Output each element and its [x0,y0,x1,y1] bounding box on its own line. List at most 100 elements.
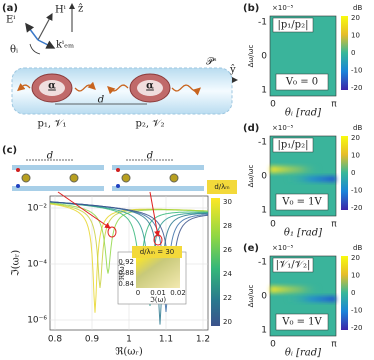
particle [169,173,179,183]
heat-streak [286,296,336,302]
x-tick-label: 0 [270,340,276,350]
wave [107,84,129,95]
colorbar [341,16,348,90]
field-label: Hⁱ [55,5,66,16]
inset-y-tick-label: 0.92 [118,258,134,266]
x-tick-label: π [331,220,337,230]
inset-x-tick-label: 0.01 [150,289,166,297]
panel-label: (e) [243,243,259,254]
polarizability-label: α [48,81,56,92]
x-tick-label: 1 [126,335,132,345]
colorbar-tick-label: 24 [223,270,232,278]
y-tick-label: -1 [258,258,267,268]
y-tick-label: 0 [261,292,267,302]
y-axis-label: Δω/ωc [247,284,255,307]
colorbar [341,136,348,210]
particle [21,173,31,183]
wave [171,84,201,96]
particle-label: p₁, 𝒱₁ [37,119,66,130]
colorbar-tick-label: -20 [351,204,362,212]
axis-label: ẑ [78,4,83,15]
x-tick-label: 0 [270,100,276,110]
panel-label: (c) [2,145,17,156]
inset-y-label: ℜ(ω) [118,263,126,280]
colorbar-tick-label: 10 [351,272,360,280]
y-axis-label: Δω/ωc [247,164,255,187]
x-tick-label: π [331,100,337,110]
annotation-box [272,257,314,273]
annotation-box [275,313,329,331]
pointer [149,191,161,237]
heat-streak [270,166,320,173]
polarizability-label: α [146,81,154,92]
colorbar-unit: dB [353,124,362,132]
colorbar-tick-label: 22 [223,294,232,302]
quantity-label: |p₁/p₂| [278,140,309,151]
colorbar-tick-label: 0 [351,169,355,177]
panel-label: (d) [243,123,259,134]
x-tick-label: π [331,340,337,350]
inset-title: d/λₘ = 30 [140,248,175,256]
h-field [37,12,53,41]
y-tick-label: 0 [261,172,267,182]
colorbar-tick-label: 20 [351,134,360,142]
guide-bar [112,165,204,170]
angle-label: θᵢ [10,45,18,56]
colorbar-tick-label: 0 [351,289,355,297]
inset-map [136,258,180,288]
y-tick-label: 0 [261,52,267,62]
highlight [107,226,117,238]
y-tick-label: -1 [258,138,267,148]
colorbar-tick-label: -10 [351,67,362,75]
dipole [116,168,120,172]
inset-title-box [132,246,182,258]
colorbar-tick-label: 28 [223,222,232,230]
colorbar-tick-label: 20 [223,318,232,326]
inset-x-tick-label: 0 [136,289,140,297]
inset-x-label: ℑ(ω) [150,296,166,304]
field-label: kⁱₑₘ [56,40,74,51]
y-tick-label: 1 [261,206,267,216]
colorbar-title-box [207,180,237,194]
panel-label: (a) [2,3,18,14]
x-tick-label: 1.1 [159,335,173,345]
quantity-label: |p₁/p₂| [278,20,309,31]
colorbar-tick-label: 30 [223,198,232,206]
axis-exponent: ×10⁻⁵ [272,4,293,12]
annotation-box [272,17,314,33]
inset-x-tick-label: 0.02 [170,289,186,297]
colorbar-tick-label: 10 [351,152,360,160]
particle-label: p₂, 𝒱₂ [135,119,164,130]
x-axis-label: ℜ(ωᵣ) [115,347,143,358]
particle-core [137,80,163,96]
annotation-box [275,73,329,91]
dipole [16,168,20,172]
condition-label: V₀ = 0 [285,77,318,88]
colorbar [211,198,220,326]
y-tick-label: -1 [258,18,267,28]
y-tick-label: 1 [261,86,267,96]
dipole [16,184,20,188]
colorbar-tick-label: -10 [351,187,362,195]
colorbar-tick-label: -20 [351,324,362,332]
distance-label: d [47,151,53,162]
colorbar-tick-label: -20 [351,84,362,92]
guide-bar [12,186,104,191]
x-tick-label: 0.8 [48,335,63,345]
pointer [57,191,111,229]
x-tick-label: 1.2 [196,335,210,345]
colorbar-title: d/λₘ [214,183,229,191]
particle [69,173,79,183]
quantity-label: |𝒱₁/𝒱₂| [276,260,311,271]
field-label: Eⁱ [6,15,15,26]
y-tick-label: 1 [261,326,267,336]
colorbar-tick-label: 20 [351,14,360,22]
guide-bar [12,165,104,170]
particle [121,173,131,183]
distance-label: d [98,95,104,106]
y-tick-label: 10⁻² [27,204,47,214]
axis-exponent: ×10⁻⁵ [272,244,293,252]
k-vector [37,39,56,49]
resonance-curve [49,202,209,274]
